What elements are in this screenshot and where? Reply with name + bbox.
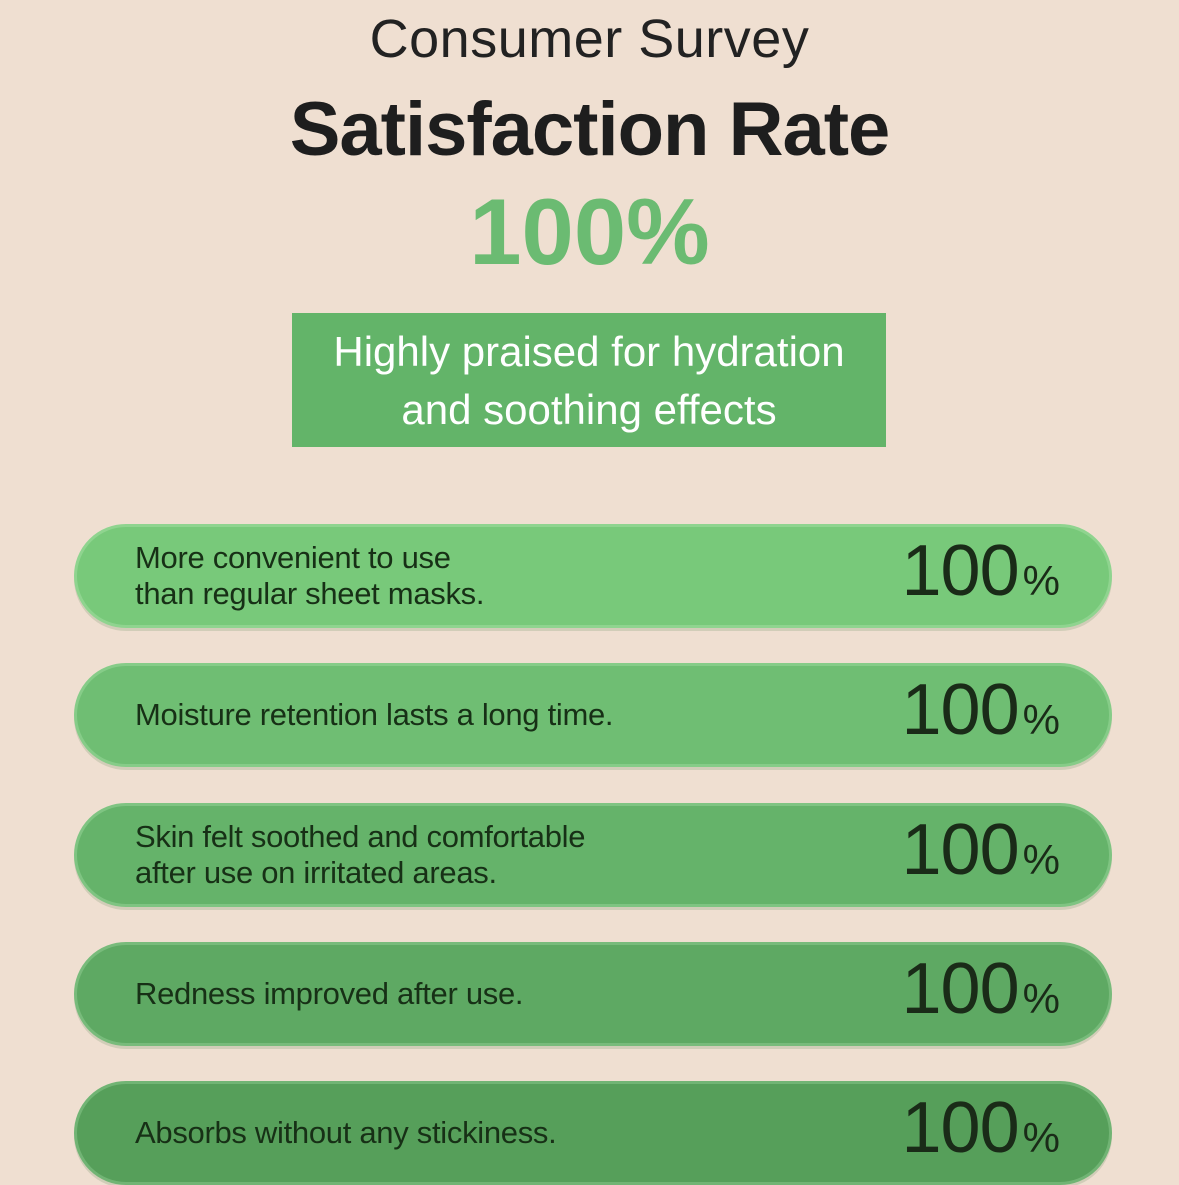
survey-item: Absorbs without any stickiness. 100% [74, 1081, 1112, 1185]
percent-sign: % [1022, 557, 1060, 604]
survey-item-label-line-1: Skin felt soothed and comfortable [135, 819, 586, 854]
survey-item-value: 100% [902, 953, 1061, 1035]
survey-item-number: 100 [901, 949, 1020, 1029]
praise-banner: Highly praised for hydration and soothin… [292, 313, 886, 447]
percent-sign: % [1022, 975, 1060, 1022]
survey-item: Skin felt soothed and comfortable after … [74, 803, 1112, 907]
survey-item: Moisture retention lasts a long time. 10… [74, 663, 1112, 767]
survey-item-label-line-1: Redness improved after use. [135, 976, 524, 1011]
percent-sign: % [1022, 1114, 1060, 1161]
survey-item-number: 100 [901, 531, 1020, 611]
survey-item-value: 100% [902, 535, 1061, 617]
survey-item-label-line-1: Absorbs without any stickiness. [135, 1115, 557, 1150]
survey-item-label-line-1: More convenient to use [135, 540, 451, 575]
survey-item-value: 100% [902, 674, 1061, 756]
survey-item-number: 100 [901, 670, 1020, 750]
survey-item-label-line-2: after use on irritated areas. [135, 855, 497, 890]
survey-item-label-line-1: Moisture retention lasts a long time. [135, 697, 614, 732]
satisfaction-rate: 100% [469, 179, 710, 284]
praise-line-1: Highly praised for hydration [333, 328, 845, 375]
survey-item-number: 100 [901, 810, 1020, 890]
survey-item-label: Redness improved after use. [135, 976, 815, 1012]
survey-item-label: Skin felt soothed and comfortable after … [135, 819, 815, 891]
percent-sign: % [1022, 836, 1060, 883]
survey-item-value: 100% [902, 814, 1061, 896]
survey-item: More convenient to use than regular shee… [74, 524, 1112, 628]
survey-item-number: 100 [901, 1088, 1020, 1168]
percent-sign: % [1022, 696, 1060, 743]
survey-item: Redness improved after use. 100% [74, 942, 1112, 1046]
praise-line-2: and soothing effects [401, 386, 777, 433]
survey-kicker: Consumer Survey [369, 9, 810, 69]
survey-item-label: Absorbs without any stickiness. [135, 1115, 815, 1151]
survey-item-label: Moisture retention lasts a long time. [135, 697, 815, 733]
survey-item-label: More convenient to use than regular shee… [135, 540, 815, 612]
survey-title: Satisfaction Rate [289, 87, 891, 172]
survey-item-value: 100% [902, 1092, 1061, 1174]
survey-item-label-line-2: than regular sheet masks. [135, 576, 485, 611]
